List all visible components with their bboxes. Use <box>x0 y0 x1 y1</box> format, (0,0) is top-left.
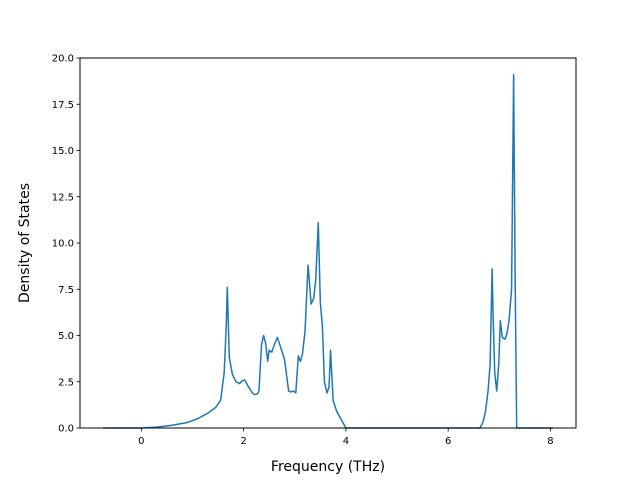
y-tick-label: 12.5 <box>52 192 74 203</box>
y-tick-label: 15.0 <box>52 146 74 157</box>
x-axis-label: Frequency (THz) <box>271 459 385 475</box>
y-axis-ticks: 0.0 2.5 5.0 7.5 10.0 12.5 15.0 17.5 20.0 <box>52 54 80 435</box>
x-tick-label: 0 <box>138 436 144 447</box>
x-axis-ticks: 0 2 4 6 8 <box>138 428 554 447</box>
plot-area <box>80 58 576 428</box>
y-axis-label: Density of States <box>17 183 33 303</box>
series-line-0 <box>103 73 553 429</box>
y-tick-label: 17.5 <box>52 100 74 111</box>
y-tick-label: 2.5 <box>58 377 74 388</box>
y-tick-label: 20.0 <box>52 54 74 65</box>
x-tick-label: 4 <box>343 436 349 447</box>
y-tick-label: 7.5 <box>58 285 74 296</box>
x-tick-label: 2 <box>240 436 246 447</box>
x-tick-label: 6 <box>445 436 451 447</box>
series-layer <box>103 73 553 429</box>
plot-frame <box>79 57 577 429</box>
y-tick-label: 10.0 <box>52 239 74 250</box>
y-tick-label: 0.0 <box>58 424 74 435</box>
x-tick-label: 8 <box>547 436 553 447</box>
y-tick-label: 5.0 <box>58 331 74 342</box>
